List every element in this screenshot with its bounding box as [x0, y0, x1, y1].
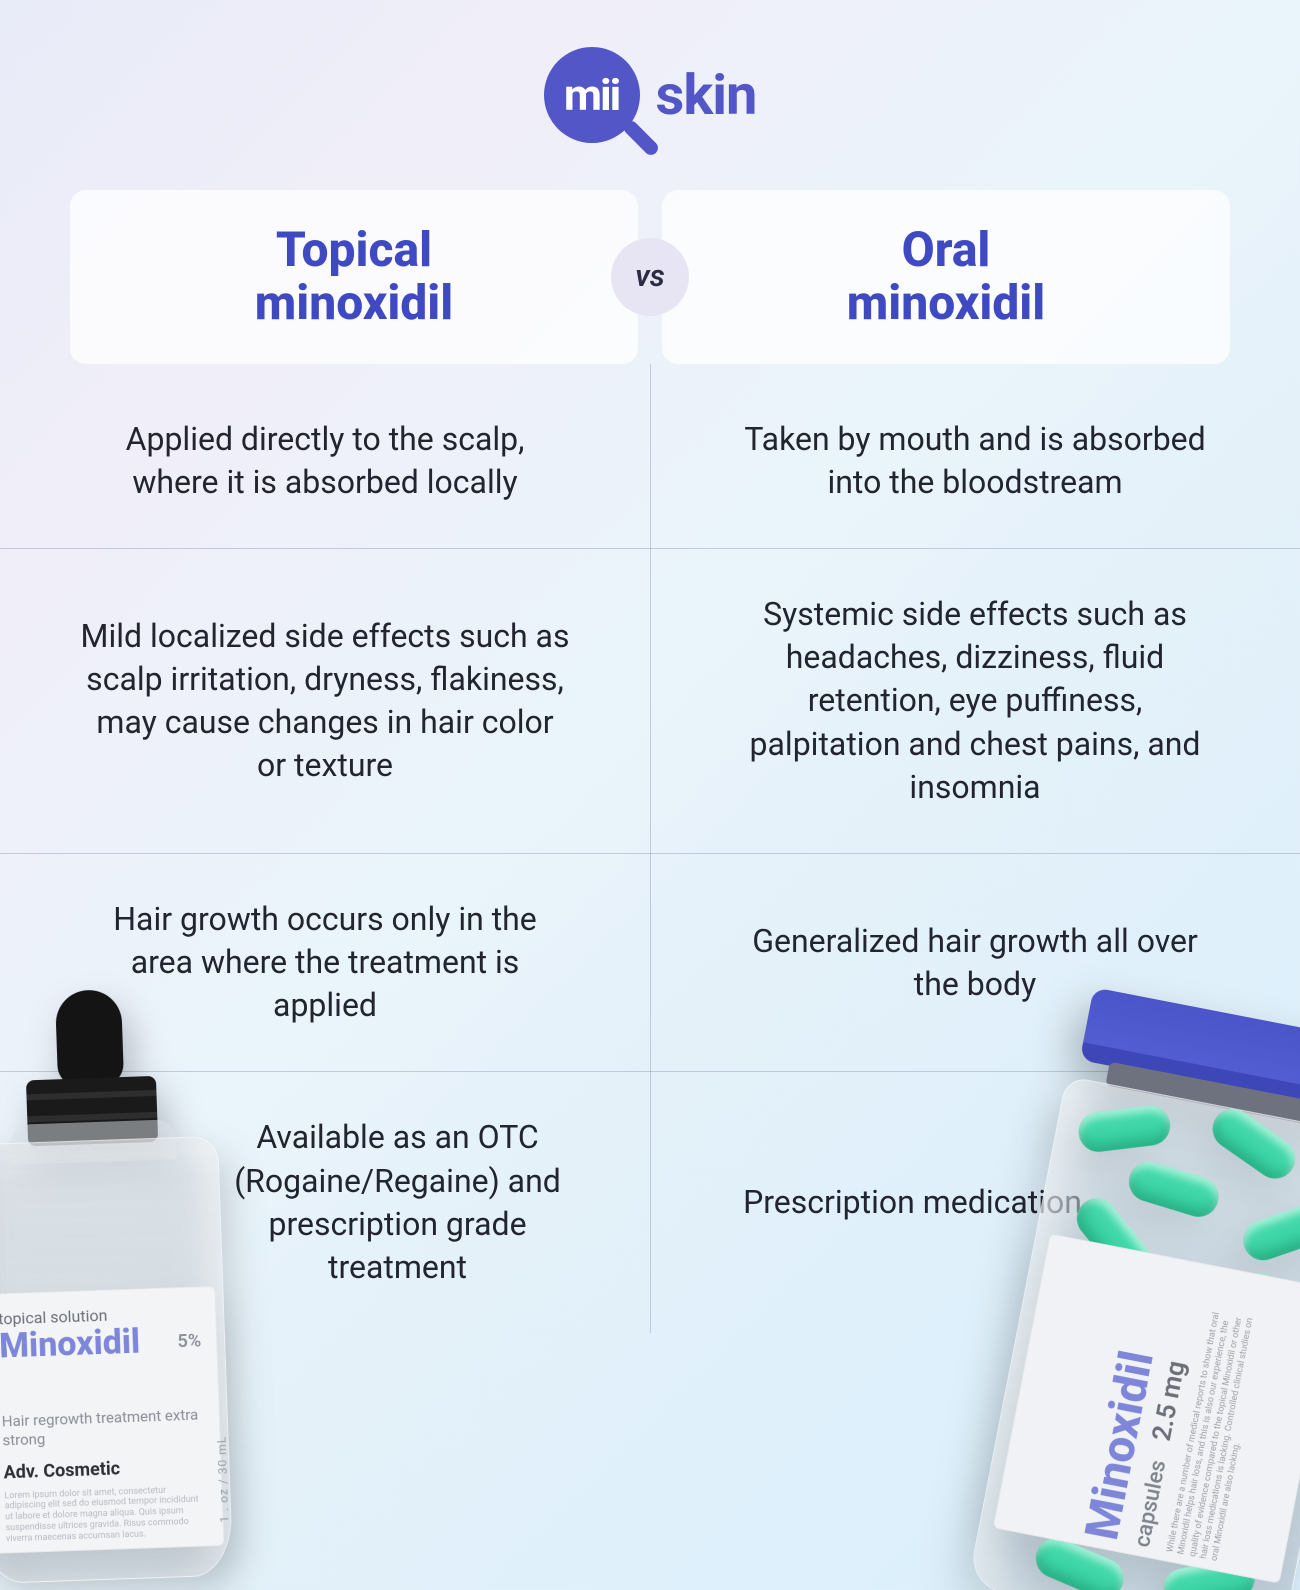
infographic-container: mii skin Topical minoxidil vs Oral minox… [0, 0, 1300, 1590]
cell-left: Mild localized side effects such as scal… [0, 549, 650, 853]
label-subtitle: Hair regrowth treatment extra strong [2, 1405, 207, 1450]
bottle-label-right: Minoxidil capsules 2.5 mg While there ar… [993, 1233, 1300, 1583]
cell-right: Systemic side effects such as headaches,… [650, 549, 1300, 853]
header-card-topical: Topical minoxidil [70, 190, 638, 364]
dropper-cap-icon [23, 988, 158, 1142]
brand-logo: mii skin [0, 40, 1300, 150]
header-title-right: Oral minoxidil [847, 224, 1045, 330]
header-left-line1: Topical [276, 221, 432, 278]
bottle-label-left: topical solution Minoxidil 5% Hair regro… [0, 1286, 224, 1554]
magnifier-icon: mii [544, 47, 640, 143]
header-right-line1: Oral [902, 221, 991, 278]
label-percent: 5% [177, 1330, 201, 1352]
header-left-line2: minoxidil [255, 274, 453, 331]
comparison-header: Topical minoxidil vs Oral minoxidil [0, 190, 1300, 364]
cell-right: Taken by mouth and is absorbed into the … [650, 374, 1300, 548]
capsule-icon [1124, 1157, 1224, 1222]
product-bottle-topical: topical solution Minoxidil 5% Hair regro… [0, 985, 265, 1590]
vs-badge: vs [611, 238, 689, 316]
cell-left: Applied directly to the scalp, where it … [0, 374, 650, 548]
label-fineprint: While there are a number of medical repo… [1165, 1296, 1270, 1562]
logo-right-text: skin [656, 62, 757, 128]
header-card-oral: Oral minoxidil [662, 190, 1230, 364]
label-brand: Adv. Cosmetic [3, 1455, 208, 1483]
vs-text: vs [635, 259, 665, 294]
table-row: Mild localized side effects such as scal… [0, 549, 1300, 854]
capsule-icon [1238, 1198, 1300, 1266]
label-product-name: Minoxidil [0, 1319, 204, 1366]
capsule-icon [1076, 1103, 1172, 1154]
logo-left-text: mii [564, 69, 619, 121]
header-right-line2: minoxidil [847, 274, 1045, 331]
table-row: Applied directly to the scalp, where it … [0, 374, 1300, 549]
header-title-left: Topical minoxidil [255, 224, 453, 330]
magnifier-handle-icon [621, 118, 661, 158]
label-fineprint: Lorem ipsum dolor sit amet, consectetur … [4, 1484, 210, 1545]
